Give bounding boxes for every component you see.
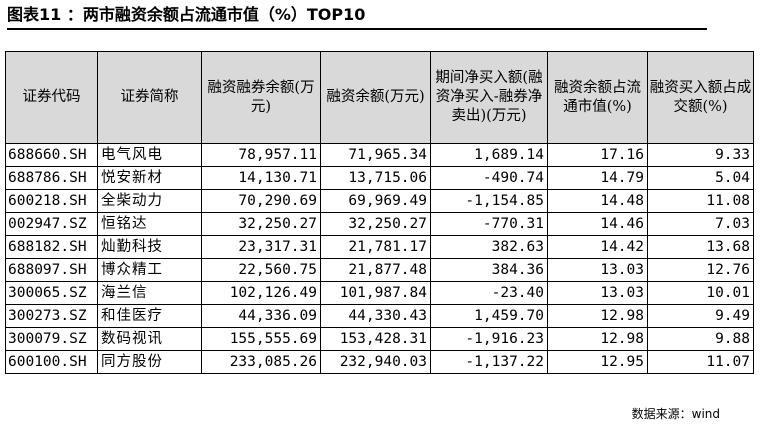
security-code-cell: 300079.SZ <box>5 327 98 351</box>
financing-balance-cell: 21,781.17 <box>320 235 431 259</box>
security-name-cell: 全柴动力 <box>97 189 202 213</box>
ratio-float-cell: 12.95 <box>547 350 648 374</box>
margin-balance-cell: 14,130.71 <box>201 166 321 190</box>
security-code-cell: 600100.SH <box>5 350 98 374</box>
net-buy-cell: 382.63 <box>430 235 548 259</box>
financing-balance-cell: 232,940.03 <box>320 350 431 374</box>
security-code-cell: 688660.SH <box>5 143 98 167</box>
security-name-cell: 数码视讯 <box>97 327 202 351</box>
financing-balance-cell: 21,877.48 <box>320 258 431 282</box>
financing-balance-cell: 101,987.84 <box>320 281 431 305</box>
data-source-note: 数据来源：wind <box>631 407 720 421</box>
net-buy-cell: -1,916.23 <box>430 327 548 351</box>
ratio-turnover-cell: 12.76 <box>647 258 754 282</box>
financing-balance-cell: 13,715.06 <box>320 166 431 190</box>
ratio-float-cell: 13.03 <box>547 258 648 282</box>
header-cell: 期间净买入额(融资净买入-融券净卖出)(万元) <box>430 51 548 144</box>
ratio-float-cell: 14.46 <box>547 212 648 236</box>
ratio-float-cell: 12.98 <box>547 327 648 351</box>
margin-balance-cell: 233,085.26 <box>201 350 321 374</box>
security-code-cell: 688097.SH <box>5 258 98 282</box>
net-buy-cell: -490.74 <box>430 166 548 190</box>
ratio-turnover-cell: 11.08 <box>647 189 754 213</box>
ratio-turnover-cell: 9.88 <box>647 327 754 351</box>
ratio-turnover-cell: 10.01 <box>647 281 754 305</box>
table-row: 600218.SH 全柴动力 70,290.69 69,969.49 -1,154.85… <box>5 189 754 213</box>
ratio-float-cell: 14.79 <box>547 166 648 190</box>
ratio-turnover-cell: 11.07 <box>647 350 754 374</box>
table-row: 688660.SH 电气风电 78,957.11 71,965.34 1,689.14 1… <box>5 143 754 167</box>
security-name-cell: 悦安新材 <box>97 166 202 190</box>
security-code-cell: 002947.SZ <box>5 212 98 236</box>
margin-balance-cell: 23,317.31 <box>201 235 321 259</box>
ratio-turnover-cell: 5.04 <box>647 166 754 190</box>
financing-balance-cell: 32,250.27 <box>320 212 431 236</box>
financing-balance-cell: 69,969.49 <box>320 189 431 213</box>
header-cell: 证券简称 <box>97 51 202 144</box>
margin-balance-cell: 32,250.27 <box>201 212 321 236</box>
security-name-cell: 同方股份 <box>97 350 202 374</box>
financing-balance-cell: 153,428.31 <box>320 327 431 351</box>
security-name-cell: 博众精工 <box>97 258 202 282</box>
security-name-cell: 恒铭达 <box>97 212 202 236</box>
ratio-turnover-cell: 9.33 <box>647 143 754 167</box>
margin-balance-cell: 70,290.69 <box>201 189 321 213</box>
header-cell: 融资融券余额(万元) <box>201 51 321 144</box>
margin-balance-cell: 22,560.75 <box>201 258 321 282</box>
header-cell: 融资余额(万元) <box>320 51 431 144</box>
ratio-turnover-cell: 13.68 <box>647 235 754 259</box>
financing-balance-cell: 44,330.43 <box>320 304 431 328</box>
ratio-float-cell: 12.98 <box>547 304 648 328</box>
ratio-turnover-cell: 7.03 <box>647 212 754 236</box>
margin-balance-cell: 102,126.49 <box>201 281 321 305</box>
header-cell: 融资买入额占成交额(%) <box>647 51 754 144</box>
net-buy-cell: -1,154.85 <box>430 189 548 213</box>
net-buy-cell: 1,689.14 <box>430 143 548 167</box>
header-cell: 融资余额占流通市值(%) <box>547 51 648 144</box>
margin-balance-cell: 155,555.69 <box>201 327 321 351</box>
figure-title: 图表11 ：两市融资余额占流通市值（%）TOP10 <box>7 4 707 30</box>
financing-balance-cell: 71,965.34 <box>320 143 431 167</box>
security-code-cell: 688182.SH <box>5 235 98 259</box>
ratio-turnover-cell: 9.49 <box>647 304 754 328</box>
ratio-float-cell: 14.42 <box>547 235 648 259</box>
net-buy-cell: -1,137.22 <box>430 350 548 374</box>
table-row: 688097.SH 博众精工 22,560.75 21,877.48 384.36 13.… <box>5 258 754 282</box>
security-name-cell: 电气风电 <box>97 143 202 167</box>
net-buy-cell: 384.36 <box>430 258 548 282</box>
table-row: 002947.SZ 恒铭达 32,250.27 32,250.27 -770.31 14.… <box>5 212 754 236</box>
ratio-float-cell: 13.03 <box>547 281 648 305</box>
ratio-float-cell: 14.48 <box>547 189 648 213</box>
security-code-cell: 300065.SZ <box>5 281 98 305</box>
table-row: 300079.SZ 数码视讯 155,555.69 153,428.31 -1,916.… <box>5 327 754 351</box>
table-row: 300273.SZ 和佳医疗 44,336.09 44,330.43 1,459.70 1… <box>5 304 754 328</box>
security-name-cell: 灿勤科技 <box>97 235 202 259</box>
net-buy-cell: 1,459.70 <box>430 304 548 328</box>
security-code-cell: 600218.SH <box>5 189 98 213</box>
ratio-float-cell: 17.16 <box>547 143 648 167</box>
header-cell: 证券代码 <box>5 51 98 144</box>
margin-balance-cell: 44,336.09 <box>201 304 321 328</box>
margin-financing-table: 证券代码 证券简称 融资融券余额(万元) 融资余额(万元) 期间净买入额(融资净… <box>5 51 754 374</box>
table-header-row: 证券代码 证券简称 融资融券余额(万元) 融资余额(万元) 期间净买入额(融资净… <box>5 51 754 144</box>
table-row: 688786.SH 悦安新材 14,130.71 13,715.06 -490.74 14… <box>5 166 754 190</box>
security-name-cell: 海兰信 <box>97 281 202 305</box>
net-buy-cell: -23.40 <box>430 281 548 305</box>
table-row: 600100.SH 同方股份 233,085.26 232,940.03 -1,137.… <box>5 350 754 374</box>
security-code-cell: 688786.SH <box>5 166 98 190</box>
margin-balance-cell: 78,957.11 <box>201 143 321 167</box>
net-buy-cell: -770.31 <box>430 212 548 236</box>
table-row: 300065.SZ 海兰信 102,126.49 101,987.84 -23.40 13… <box>5 281 754 305</box>
security-name-cell: 和佳医疗 <box>97 304 202 328</box>
security-code-cell: 300273.SZ <box>5 304 98 328</box>
table-row: 688182.SH 灿勤科技 23,317.31 21,781.17 382.63 14.… <box>5 235 754 259</box>
